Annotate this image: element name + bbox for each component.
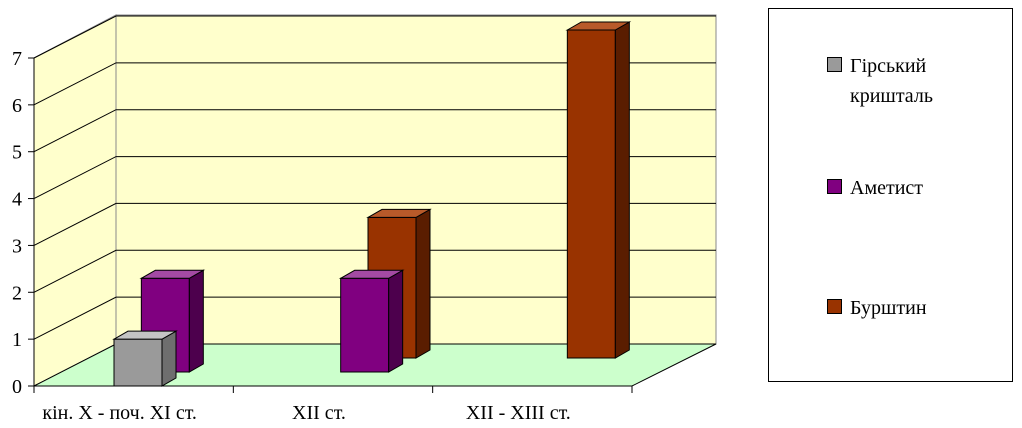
legend-item-series-1: Гірський кришталь [827,51,1000,111]
x-tick-label: кін. Х - поч. ХІ ст. [42,402,197,424]
y-tick-label: 2 [12,282,22,304]
bar-side [388,269,404,373]
bar-top [338,269,405,279]
bar-top [139,269,206,279]
bar-front [340,277,390,373]
gridline [33,296,716,340]
chart-bars [112,21,632,387]
y-tick-label: 3 [12,235,22,257]
gridline [33,249,716,293]
legend-label-series-3: Бурштин [850,297,927,319]
gridline [33,156,716,200]
gridline [33,202,716,246]
chart-canvas: 0 1 2 3 4 5 6 7 кін. Х - поч. ХІ ст. ХІІ ст. ХІІ -… [12,14,717,424]
chart-gridlines [33,15,716,340]
bar-front [566,29,616,359]
bar-top [112,330,178,340]
bar-side [614,21,630,359]
legend-swatch-series-1 [827,57,842,72]
bar-side [161,330,177,387]
x-tick-label: ХІІ ст. [292,402,346,424]
bar-front [113,338,163,387]
chart-side-wall [33,14,117,387]
y-tick-label: 7 [12,48,22,70]
legend-label-series-1: Гірський кришталь [850,55,933,107]
bar-top [565,21,632,31]
y-tick-label: 6 [12,95,22,117]
legend: Гірський кришталь Аметист Бурштин [768,8,1013,382]
bar-side [188,269,204,373]
gridline [33,15,716,59]
bar-side [415,208,431,359]
bar [565,21,632,359]
legend-label-series-2: Аметист [850,177,924,199]
bar [338,269,405,373]
y-tick-label: 5 [12,142,22,164]
legend-swatch-series-2 [827,179,842,194]
bar [112,330,178,387]
legend-item-series-3: Бурштин [827,293,1000,323]
gridline [33,109,716,153]
x-tick-label: ХІІ - ХІІІ ст. [466,402,571,424]
y-tick-label: 1 [12,329,22,351]
chart-axes: 0 1 2 3 4 5 6 7 кін. Х - поч. ХІ ст. ХІІ ст. ХІІ -… [12,48,633,424]
gridline [33,62,716,106]
legend-item-series-2: Аметист [827,173,1000,203]
bar-top [366,208,432,218]
y-tick-label: 0 [12,376,22,398]
y-tick-label: 4 [12,189,22,211]
legend-swatch-series-3 [827,299,842,314]
